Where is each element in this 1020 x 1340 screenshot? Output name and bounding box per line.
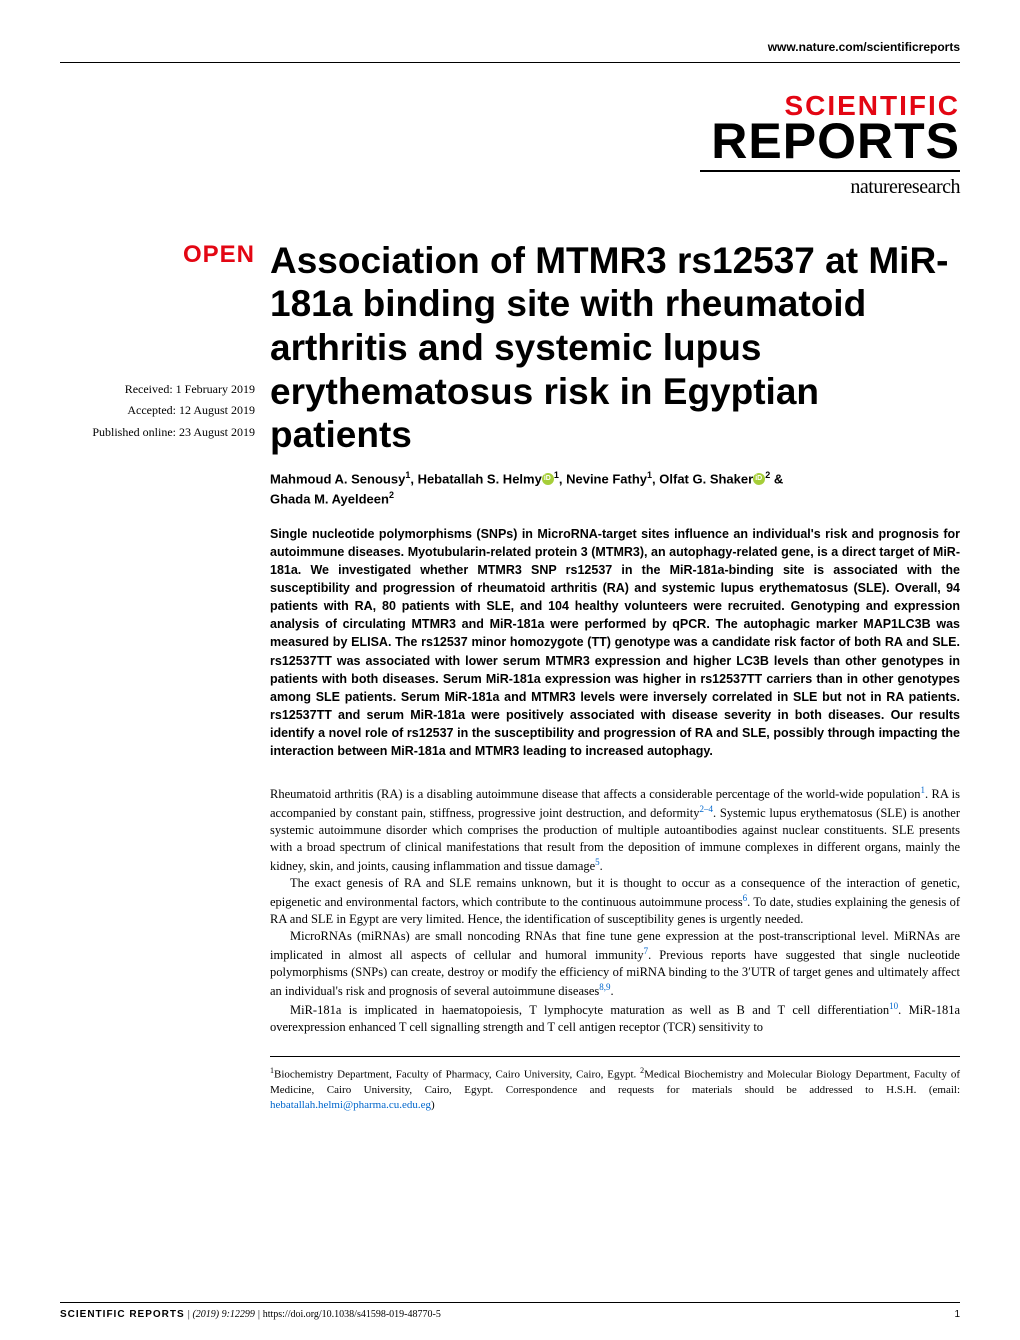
affil-1: Biochemistry Department, Faculty of Phar… — [274, 1068, 640, 1080]
citation-ref[interactable]: 8,9 — [599, 982, 610, 992]
open-access-badge: OPEN — [60, 241, 255, 269]
affiliation-rule — [270, 1056, 960, 1057]
date-accepted: Accepted: 12 August 2019 — [60, 400, 255, 422]
journal-logo: SCIENTIFIC REPORTS natureresearch — [60, 93, 960, 199]
footer-citation: (2019) 9:12299 | — [192, 1309, 262, 1320]
logo-reports-text: REPORTS — [60, 118, 960, 166]
body-text: Rheumatoid arthritis (RA) is a disabling… — [270, 784, 960, 1035]
author-3: Nevine Fathy — [566, 471, 647, 486]
paragraph-2: The exact genesis of RA and SLE remains … — [270, 875, 960, 928]
author-2: Hebatallah S. Helmy — [418, 471, 542, 486]
article-title: Association of MTMR3 rs12537 at MiR-181a… — [270, 239, 960, 457]
footer-journal: SCIENTIFIC REPORTS — [60, 1309, 185, 1320]
affil-close: ) — [431, 1099, 435, 1111]
date-received: Received: 1 February 2019 — [60, 379, 255, 401]
paragraph-1: Rheumatoid arthritis (RA) is a disabling… — [270, 784, 960, 875]
orcid-icon — [753, 473, 765, 485]
author-1-affil: 1 — [405, 470, 410, 480]
author-4: Olfat G. Shaker — [659, 471, 753, 486]
left-sidebar: OPEN Received: 1 February 2019 Accepted:… — [60, 239, 255, 1114]
author-2-affil: 1 — [554, 470, 559, 480]
main-content: Association of MTMR3 rs12537 at MiR-181a… — [270, 239, 960, 1114]
author-3-affil: 1 — [647, 470, 652, 480]
author-5: Ghada M. Ayeldeen — [270, 491, 389, 506]
publication-dates: Received: 1 February 2019 Accepted: 12 A… — [60, 379, 255, 444]
abstract: Single nucleotide polymorphisms (SNPs) i… — [270, 525, 960, 761]
logo-nature-text: natureresearch — [60, 176, 960, 199]
author-list: Mahmoud A. Senousy1, Hebatallah S. Helmy… — [270, 469, 960, 509]
correspondence-email[interactable]: hebatallah.helmi@pharma.cu.edu.eg — [270, 1099, 431, 1111]
ampersand: & — [770, 471, 783, 486]
date-published: Published online: 23 August 2019 — [60, 422, 255, 444]
page-number: 1 — [954, 1309, 960, 1320]
paragraph-4: MiR-181a is implicated in haematopoiesis… — [270, 1000, 960, 1036]
logo-rule — [700, 170, 960, 172]
footer-doi: https://doi.org/10.1038/s41598-019-48770… — [263, 1309, 441, 1320]
affiliations: 1Biochemistry Department, Faculty of Pha… — [270, 1065, 960, 1114]
orcid-icon — [542, 473, 554, 485]
author-5-affil: 2 — [389, 490, 394, 500]
journal-url: www.nature.com/scientificreports — [60, 40, 960, 54]
paragraph-3: MicroRNAs (miRNAs) are small noncoding R… — [270, 928, 960, 1000]
author-1: Mahmoud A. Senousy — [270, 471, 405, 486]
citation-ref[interactable]: 10 — [889, 1001, 898, 1011]
page-footer: SCIENTIFIC REPORTS | (2019) 9:12299 | ht… — [60, 1302, 960, 1320]
citation-ref[interactable]: 2–4 — [699, 804, 713, 814]
top-rule — [60, 62, 960, 63]
